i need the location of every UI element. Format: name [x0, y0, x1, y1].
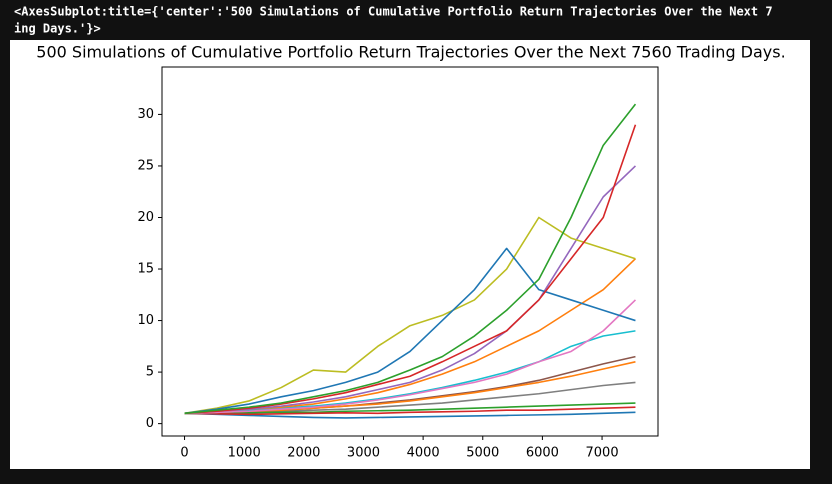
y-tick-label: 25	[137, 158, 154, 173]
trajectory-line	[184, 165, 637, 415]
y-tick-label: 5	[146, 365, 154, 380]
y-tick-label: 20	[137, 210, 154, 225]
x-tick-label: 0	[180, 446, 188, 461]
x-tick-label: 5000	[466, 446, 499, 461]
trajectory-line	[184, 299, 637, 415]
y-tick-label: 30	[137, 107, 154, 122]
output-panel	[10, 40, 810, 469]
x-tick-label: 1000	[228, 446, 261, 461]
x-tick-label: 4000	[407, 446, 440, 461]
trajectory-line	[184, 216, 636, 415]
x-tick-label: 2000	[287, 446, 320, 461]
trajectory-line	[184, 402, 636, 415]
y-tick-label: 15	[137, 262, 154, 277]
x-tick-label: 7000	[586, 446, 619, 461]
x-tick-label: 6000	[526, 446, 559, 461]
trajectory-line	[184, 406, 636, 416]
trajectory-line	[184, 247, 636, 415]
trajectory-line	[184, 411, 636, 419]
output-text: ing Days.'}>	[14, 22, 101, 36]
x-tick-label: 3000	[347, 446, 380, 461]
trajectory-line	[184, 330, 636, 415]
trajectory-line	[184, 103, 637, 415]
output-text: <AxesSubplot:title={'center':'500 Simula…	[14, 5, 773, 19]
y-tick-label: 10	[137, 313, 154, 328]
plot	[184, 103, 637, 419]
trajectory-line	[184, 124, 637, 415]
y-tick-label: 0	[146, 416, 154, 431]
chart-title: 500 Simulations of Cumulative Portfolio …	[36, 43, 785, 62]
axes-frame	[161, 66, 659, 437]
